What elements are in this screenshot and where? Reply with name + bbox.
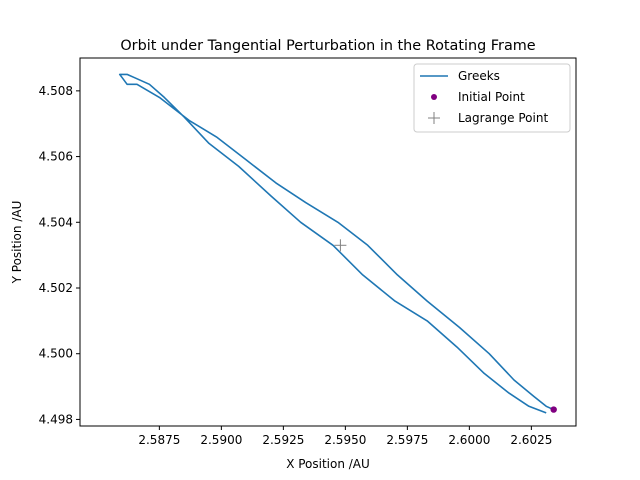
y-tick-label: 4.502 [39,281,73,295]
x-tick-label: 2.6025 [510,433,552,447]
x-tick-label: 2.5875 [138,433,180,447]
y-axis-ticks: 4.498 4.500 4.502 4.504 4.506 4.508 [39,84,80,426]
x-tick-label: 2.5925 [262,433,304,447]
legend-initial-point-swatch [431,94,437,100]
legend-initial-point-label: Initial Point [458,90,525,104]
legend-lagrange-point-label: Lagrange Point [458,111,548,125]
x-axis-label: X Position /AU [286,457,370,471]
y-axis-label: Y Position /AU [10,201,24,285]
initial-point-marker [550,406,557,413]
y-tick-label: 4.498 [39,412,73,426]
y-tick-label: 4.504 [39,215,73,229]
x-axis-ticks: 2.5875 2.5900 2.5925 2.5950 2.5975 2.6000 2.60… [138,426,552,447]
x-tick-label: 2.5975 [386,433,428,447]
legend-greeks-label: Greeks [458,69,500,83]
legend: Greeks Initial Point Lagrange Point [413,63,571,133]
lagrange-point-marker [334,239,347,252]
y-tick-label: 4.506 [39,150,73,164]
greeks-orbit-line [118,73,555,414]
x-tick-label: 2.5950 [324,433,366,447]
y-tick-label: 4.500 [39,347,73,361]
legend-box [413,63,571,133]
legend-lagrange-point-swatch [428,112,440,124]
x-tick-label: 2.6000 [448,433,490,447]
x-tick-label: 2.5900 [200,433,242,447]
plot-area [118,73,557,414]
chart-title: Orbit under Tangential Perturbation in t… [120,38,535,54]
axes-frame [79,57,577,427]
y-tick-label: 4.508 [39,84,73,98]
